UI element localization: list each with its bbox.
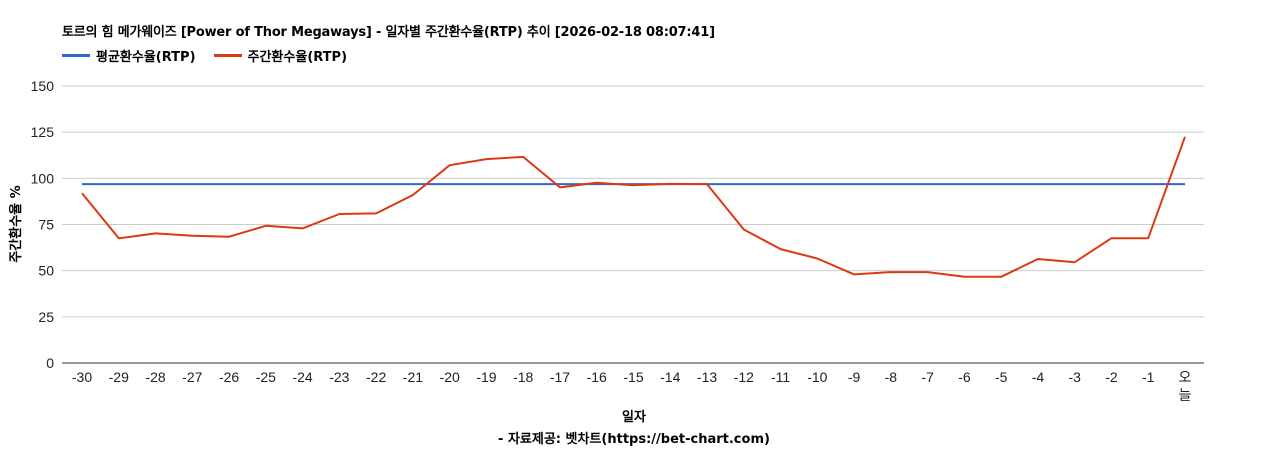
x-tick-label: -1 — [1142, 369, 1155, 385]
x-tick-label: -13 — [697, 369, 717, 385]
y-tick-label: 125 — [31, 124, 55, 140]
legend-label-weekly: 주간환수율(RTP) — [247, 50, 348, 65]
x-tick-label: -15 — [623, 369, 643, 385]
legend: 평균환수율(RTP) 주간환수율(RTP) — [62, 46, 365, 65]
x-tick-label: -20 — [440, 369, 460, 385]
x-axis-ticks: -30 -29 -28 -27 -26 -25 -24 -23 -22 -21 -20 -19 -18 -… — [72, 369, 1192, 403]
data-credit: - 자료제공: 벳차트(https://bet-chart.com) — [498, 432, 770, 447]
x-tick-label: -6 — [958, 369, 971, 385]
x-tick-label: -5 — [995, 369, 1008, 385]
x-tick-label: -21 — [403, 369, 423, 385]
legend-swatch-weekly — [213, 54, 242, 57]
y-tick-label: 50 — [38, 263, 54, 279]
x-tick-label: 늘 — [1179, 387, 1192, 403]
y-tick-label: 100 — [31, 170, 55, 186]
x-tick-label: -12 — [734, 369, 754, 385]
legend-label-average: 평균환수율(RTP) — [96, 50, 196, 65]
x-tick-label: 오 — [1179, 369, 1192, 385]
x-tick-label: -25 — [256, 369, 276, 385]
x-tick-label: -9 — [848, 369, 861, 385]
x-tick-label: -29 — [109, 369, 129, 385]
x-tick-label: -14 — [660, 369, 680, 385]
y-tick-label: 150 — [31, 78, 55, 94]
chart-title: 토르의 힘 메가웨이즈 [Power of Thor Megaways] - 일… — [62, 25, 715, 40]
x-tick-label: -18 — [513, 369, 533, 385]
x-tick-label: -2 — [1105, 369, 1118, 385]
x-tick-label: -11 — [771, 369, 790, 385]
x-tick-label: -17 — [550, 369, 570, 385]
x-tick-label: -3 — [1068, 369, 1081, 385]
x-tick-label: -16 — [587, 369, 607, 385]
x-tick-label: -23 — [329, 369, 349, 385]
x-tick-label: -4 — [1032, 369, 1045, 385]
legend-swatch-average — [62, 54, 90, 57]
x-tick-label: -22 — [366, 369, 386, 385]
y-tick-label: 75 — [38, 217, 54, 233]
legend-item-weekly[interactable]: 주간환수율(RTP) — [213, 46, 348, 65]
x-tick-label: -26 — [219, 369, 239, 385]
series-lines — [81, 136, 1186, 278]
grid-lines — [62, 85, 1204, 364]
x-tick-label: -10 — [807, 369, 827, 385]
y-axis-label: 주간환수율 % — [8, 185, 24, 262]
x-tick-label: -8 — [885, 369, 898, 385]
x-tick-label: -19 — [476, 369, 496, 385]
x-tick-label: -30 — [72, 369, 92, 385]
x-tick-label: -24 — [292, 369, 312, 385]
x-tick-label: -28 — [145, 369, 165, 385]
x-axis-label: 일자 — [622, 410, 646, 425]
x-tick-label: -27 — [182, 369, 202, 385]
x-tick-label: -7 — [921, 369, 934, 385]
weekly-rtp-line[interactable] — [81, 136, 1186, 278]
y-axis-ticks: 0 25 50 75 100 125 150 — [31, 78, 55, 371]
y-tick-label: 0 — [46, 355, 54, 371]
y-tick-label: 25 — [38, 309, 54, 325]
legend-item-average[interactable]: 평균환수율(RTP) — [62, 46, 196, 65]
